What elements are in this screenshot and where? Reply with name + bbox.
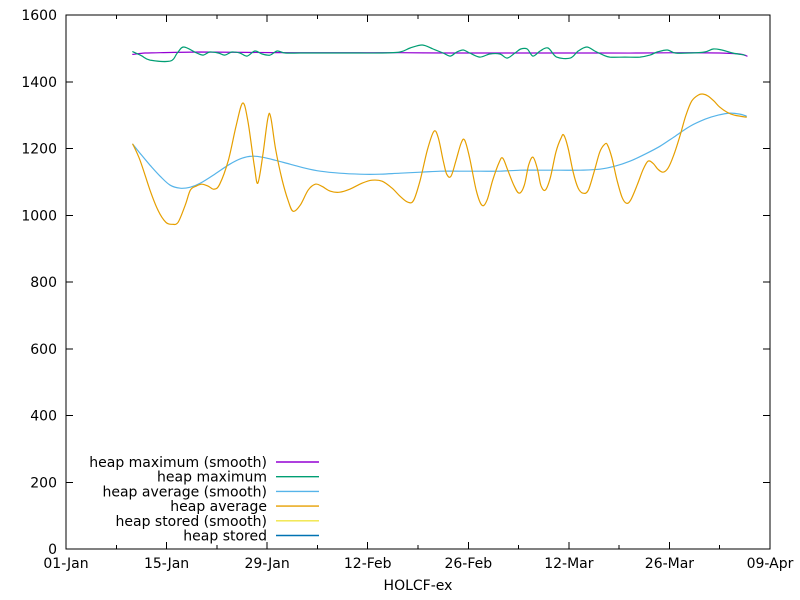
series-heap-average	[132, 93, 747, 226]
y-tick-label: 200	[30, 475, 57, 491]
x-axis-label: HOLCF-ex	[384, 578, 453, 594]
y-tick-label: 1600	[21, 8, 57, 24]
y-tick-label: 400	[30, 409, 57, 425]
y-tick-label: 1400	[21, 75, 57, 91]
legend-label-heap-average-smooth: heap average (smooth)	[102, 484, 267, 500]
y-tick-label: 1200	[21, 142, 57, 158]
x-tick-label: 12-Feb	[344, 556, 392, 572]
legend-label-heap-stored-smooth: heap stored (smooth)	[116, 514, 268, 530]
legend-label-heap-average: heap average	[170, 499, 267, 515]
y-tick-label: 0	[48, 542, 57, 558]
y-tick-label: 800	[30, 275, 57, 291]
y-tick-label: 1000	[21, 208, 57, 224]
x-tick-label: 26-Mar	[645, 556, 695, 572]
series-heap-average-smooth	[132, 112, 747, 189]
legend-label-heap-stored: heap stored	[183, 529, 267, 545]
legend-label-heap-maximum: heap maximum	[157, 470, 267, 486]
x-tick-label: 26-Feb	[444, 556, 492, 572]
x-tick-label: 29-Jan	[245, 556, 290, 572]
x-tick-label: 01-Jan	[43, 556, 88, 572]
y-tick-label: 600	[30, 342, 57, 358]
series-heap-maximum	[132, 44, 746, 63]
x-tick-label: 15-Jan	[144, 556, 189, 572]
legend-label-heap-maximum-smooth: heap maximum (smooth)	[89, 455, 267, 471]
x-tick-label: 12-Mar	[544, 556, 594, 572]
x-tick-label: 09-Apr	[747, 556, 794, 572]
